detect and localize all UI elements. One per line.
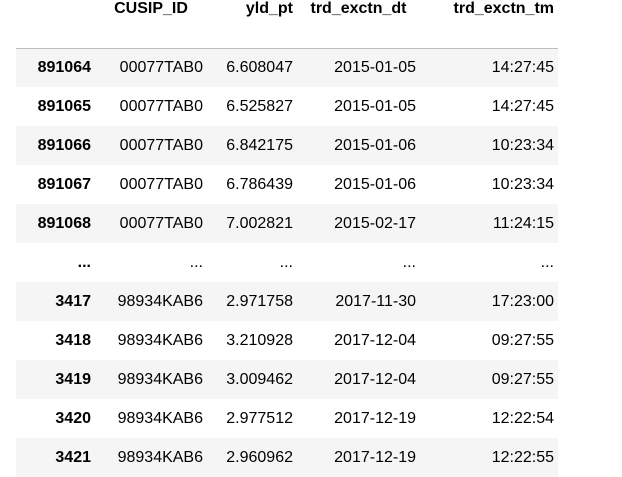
column-header-cusip-id: CUSIP_ID (95, 0, 207, 49)
cell-trd-exctn-dt: 2015-01-06 (334, 136, 416, 154)
cell-trd-exctn-tm: 10:23:34 (491, 136, 554, 154)
cell-cusip-id: 00077TAB0 (119, 175, 203, 193)
table-row: 891065 00077TAB0 6.525827 2015-01-05 14:… (16, 87, 558, 126)
column-header-trd-exctn-dt: trd_exctn_dt (297, 0, 420, 49)
cell-trd-exctn-dt: 2017-12-04 (334, 331, 416, 349)
table-row: 3421 98934KAB6 2.960962 2017-12-19 12:22… (16, 438, 558, 477)
table-body: 891064 00077TAB0 6.608047 2015-01-05 14:… (16, 48, 558, 477)
cell-yld-pt: 2.977512 (226, 409, 293, 427)
cell-cusip-id: 00077TAB0 (119, 136, 203, 154)
cell-trd-exctn-tm: 14:27:45 (491, 97, 554, 115)
table-row: 891068 00077TAB0 7.002821 2015-02-17 11:… (16, 204, 558, 243)
cell-trd-exctn-dt: 2017-12-19 (334, 409, 416, 427)
cell-trd-exctn-dt: 2017-11-30 (335, 292, 416, 310)
row-index: 891065 (37, 97, 91, 115)
cell-yld-pt: 2.960962 (226, 448, 293, 466)
cell-cusip-id: 00077TAB0 (119, 58, 203, 76)
cell-yld-pt: 6.525827 (226, 97, 293, 115)
row-index: 891067 (37, 175, 91, 193)
cell-cusip-id: 98934KAB6 (117, 292, 203, 310)
row-index: 3418 (55, 331, 91, 349)
cell-cusip-id: 98934KAB6 (117, 370, 203, 388)
cell-trd-exctn-dt: 2015-02-17 (334, 214, 416, 232)
row-index: ... (77, 253, 91, 271)
column-header-trd-exctn-tm: trd_exctn_tm (420, 0, 558, 49)
cell-yld-pt: 3.210928 (226, 331, 293, 349)
table-row: 3418 98934KAB6 3.210928 2017-12-04 09:27… (16, 321, 558, 360)
header-row: CUSIP_ID yld_pt trd_exctn_dt trd_exctn_t… (16, 0, 558, 49)
cell-trd-exctn-tm: 12:22:54 (491, 409, 554, 427)
cell-yld-pt: 7.002821 (226, 214, 293, 232)
row-index: 3421 (55, 448, 91, 466)
cell-cusip-id: 00077TAB0 (119, 214, 203, 232)
table-row: 3417 98934KAB6 2.971758 2017-11-30 17:23… (16, 282, 558, 321)
cell-trd-exctn-tm: ... (540, 253, 554, 271)
column-header-yld-pt: yld_pt (207, 0, 297, 49)
cell-trd-exctn-tm: 11:24:15 (492, 214, 554, 232)
cell-yld-pt: 6.786439 (226, 175, 293, 193)
cell-yld-pt: 6.842175 (226, 136, 293, 154)
cell-yld-pt: ... (279, 253, 293, 271)
row-index: 891064 (37, 58, 91, 76)
cell-yld-pt: 3.009462 (226, 370, 293, 388)
cell-cusip-id: 98934KAB6 (117, 331, 203, 349)
table-row: 891064 00077TAB0 6.608047 2015-01-05 14:… (16, 48, 558, 87)
cell-trd-exctn-dt: 2017-12-19 (334, 448, 416, 466)
table-row: 3419 98934KAB6 3.009462 2017-12-04 09:27… (16, 360, 558, 399)
row-index: 891066 (37, 136, 91, 154)
row-index: 891068 (37, 214, 91, 232)
cell-cusip-id: 98934KAB6 (117, 448, 203, 466)
row-index: 3420 (55, 409, 91, 427)
cell-trd-exctn-dt: 2015-01-05 (334, 58, 416, 76)
cell-trd-exctn-dt: 2015-01-05 (334, 97, 416, 115)
cell-trd-exctn-tm: 17:23:00 (491, 292, 554, 310)
table-row: 891066 00077TAB0 6.842175 2015-01-06 10:… (16, 126, 558, 165)
cell-yld-pt: 6.608047 (226, 58, 293, 76)
cell-yld-pt: 2.971758 (226, 292, 293, 310)
table-row: 3420 98934KAB6 2.977512 2017-12-19 12:22… (16, 399, 558, 438)
row-index: 3419 (55, 370, 91, 388)
cell-trd-exctn-tm: 09:27:55 (491, 331, 554, 349)
index-header (16, 0, 95, 49)
cell-cusip-id: 00077TAB0 (119, 97, 203, 115)
cell-trd-exctn-tm: 14:27:45 (491, 58, 554, 76)
cell-trd-exctn-tm: 12:22:55 (491, 448, 554, 466)
row-index: 3417 (55, 292, 91, 310)
cell-trd-exctn-tm: 09:27:55 (491, 370, 554, 388)
cell-cusip-id: ... (189, 253, 203, 271)
cell-trd-exctn-dt: 2015-01-06 (334, 175, 416, 193)
table-row: 891067 00077TAB0 6.786439 2015-01-06 10:… (16, 165, 558, 204)
table-row-ellipsis: ... ... ... ... ... (16, 243, 558, 282)
cell-cusip-id: 98934KAB6 (117, 409, 203, 427)
dataframe-table: CUSIP_ID yld_pt trd_exctn_dt trd_exctn_t… (16, 0, 558, 477)
cell-trd-exctn-dt: 2017-12-04 (334, 370, 416, 388)
cell-trd-exctn-tm: 10:23:34 (491, 175, 554, 193)
cell-trd-exctn-dt: ... (402, 253, 416, 271)
